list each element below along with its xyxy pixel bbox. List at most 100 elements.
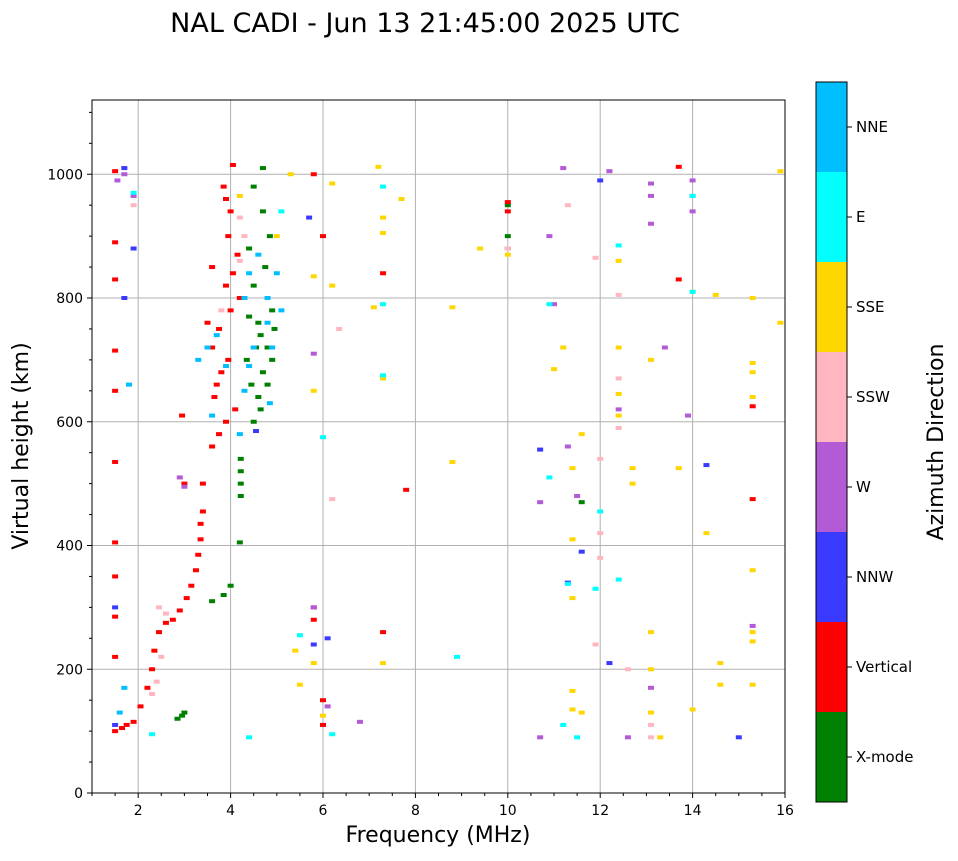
echo-point [153, 679, 160, 684]
echo-point [551, 367, 557, 372]
echo-point [179, 713, 186, 718]
echo-point [241, 296, 248, 300]
echo-point [125, 382, 132, 387]
echo-point [112, 729, 119, 734]
echo-point [329, 283, 336, 288]
echo-point [661, 345, 668, 350]
echo-point [220, 593, 227, 597]
echo-point [130, 193, 137, 198]
echo-point [504, 203, 511, 208]
echo-point [574, 735, 581, 740]
echo-point [259, 370, 266, 375]
echo-point [310, 605, 317, 610]
echo-point [209, 265, 216, 270]
echo-point [250, 184, 257, 189]
echo-point [220, 184, 227, 189]
echo-point [356, 719, 363, 724]
echo-point [606, 169, 613, 174]
x-tick-label: 10 [499, 803, 517, 819]
echo-point [264, 296, 271, 300]
echo-point [162, 611, 169, 616]
y-tick-label: 0 [74, 786, 83, 802]
colorbar-segment [816, 712, 847, 802]
echo-point [403, 487, 410, 492]
echo-point [199, 509, 206, 514]
echo-point [229, 162, 236, 167]
echo-point [144, 685, 151, 690]
echo-point [569, 596, 576, 601]
echo-point [453, 654, 460, 659]
colorbar-segment [816, 262, 847, 352]
echo-point [592, 255, 599, 260]
echo-point [380, 302, 387, 307]
echo-point [648, 357, 655, 362]
colorbar-segment [816, 622, 847, 712]
echo-point [259, 166, 266, 171]
echo-point [615, 413, 622, 418]
echo-point [236, 296, 243, 300]
echo-point [749, 296, 756, 300]
echo-point [336, 326, 343, 331]
echo-point [648, 685, 655, 690]
echo-point [257, 333, 264, 338]
echo-point [292, 648, 299, 653]
echo-point [232, 407, 239, 412]
x-tick-label: 14 [684, 803, 702, 819]
series-e [130, 184, 696, 740]
echo-point [222, 364, 229, 369]
echo-point [380, 376, 387, 381]
echo-point [169, 617, 176, 622]
echo-point [121, 172, 128, 177]
y-tick-label: 200 [56, 662, 83, 678]
echo-point [546, 302, 553, 307]
echo-point [615, 376, 622, 381]
colorbar-segment [816, 442, 847, 532]
echo-point [564, 444, 571, 449]
echo-point [250, 283, 257, 288]
echo-point [615, 407, 622, 412]
echo-point [112, 654, 119, 659]
echo-point [504, 246, 511, 251]
echo-point [537, 500, 544, 505]
echo-point [246, 735, 253, 740]
echo-point [209, 345, 216, 350]
echo-point [380, 215, 387, 220]
echo-point [222, 197, 229, 201]
echo-point [112, 348, 119, 353]
echo-point [236, 215, 243, 220]
echo-point [119, 726, 126, 731]
echo-point [310, 642, 317, 647]
echo-point [629, 481, 636, 486]
echo-point [551, 302, 557, 307]
echo-point [569, 537, 576, 542]
echo-point [199, 481, 206, 486]
echo-point [112, 459, 119, 464]
echo-point [229, 271, 236, 276]
colorbar-tick-label: NNE [856, 118, 888, 136]
x-tick-label: 12 [591, 803, 609, 819]
echo-point [237, 494, 244, 498]
echo-point [266, 401, 273, 406]
echo-point [310, 172, 317, 177]
echo-point [320, 435, 326, 440]
echo-point [264, 382, 271, 387]
echo-point [237, 481, 244, 486]
echo-point [137, 704, 144, 709]
colorbar-segment [816, 172, 847, 262]
x-axis-ticks: 2 4 6 8 10 12 14 16 [91, 793, 794, 819]
series-vertical [112, 162, 756, 734]
series-nnw [112, 166, 742, 740]
echo-point [375, 164, 382, 169]
series-w [114, 166, 756, 740]
echo-point [380, 630, 387, 635]
echo-point [606, 661, 613, 666]
echo-point [648, 193, 655, 198]
echo-point [749, 360, 756, 365]
echo-point [255, 395, 262, 399]
echo-point [246, 364, 253, 369]
echo-point [151, 648, 158, 653]
echo-point [236, 193, 243, 198]
echo-point [324, 704, 331, 709]
echo-point [204, 320, 211, 325]
echo-point [735, 735, 742, 740]
